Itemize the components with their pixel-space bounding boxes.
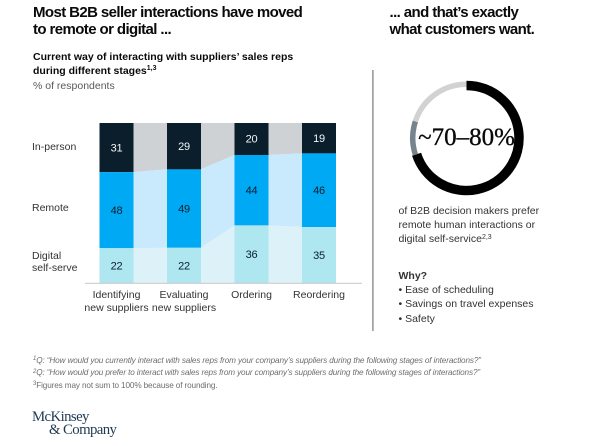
svg-text:36: 36: [246, 249, 258, 261]
svg-text:35: 35: [313, 250, 325, 262]
svg-text:29: 29: [178, 141, 190, 153]
svg-text:22: 22: [178, 260, 190, 272]
svg-text:48: 48: [111, 205, 123, 217]
svg-text:46: 46: [313, 185, 325, 197]
svg-text:19: 19: [313, 133, 325, 145]
svg-text:22: 22: [111, 261, 123, 273]
svg-text:31: 31: [111, 143, 123, 155]
svg-text:20: 20: [246, 134, 258, 146]
svg-text:44: 44: [246, 185, 258, 197]
svg-text:49: 49: [178, 204, 190, 216]
